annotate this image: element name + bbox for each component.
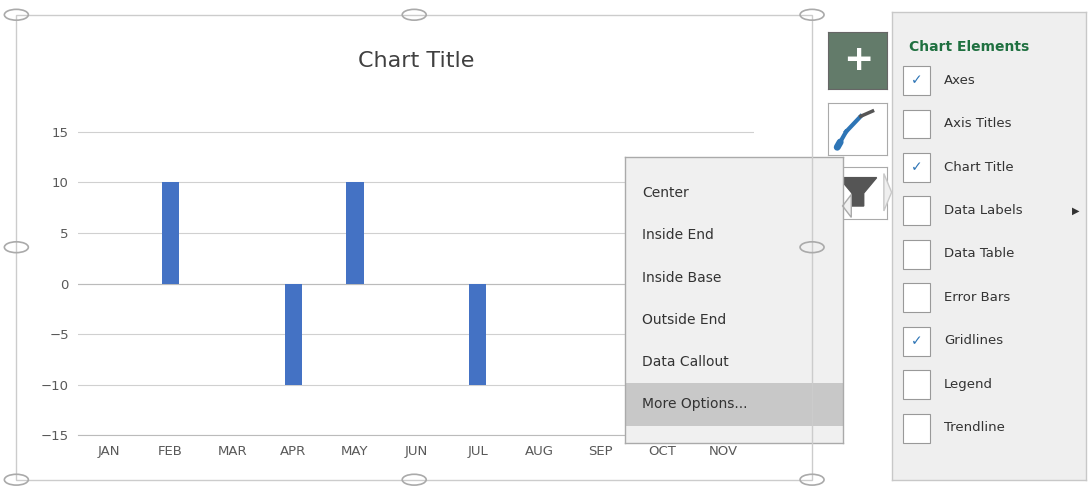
FancyBboxPatch shape [904,153,931,182]
Text: ✓: ✓ [911,334,922,348]
Bar [715,283,732,385]
Bar [625,383,843,426]
Text: Inside Base: Inside Base [642,271,722,284]
Text: ✓: ✓ [911,160,922,174]
Text: Chart Elements: Chart Elements [909,40,1029,54]
Text: Data Labels: Data Labels [944,204,1022,217]
Bar [469,283,486,385]
Text: Inside End: Inside End [642,228,714,243]
FancyBboxPatch shape [904,196,931,225]
Text: ✓: ✓ [911,73,922,87]
Bar [347,183,364,283]
Text: Gridlines: Gridlines [944,335,1003,347]
Text: +: + [843,43,873,77]
FancyBboxPatch shape [904,110,931,138]
Text: More Options...: More Options... [642,397,748,411]
Title: Chart Title: Chart Title [359,51,474,71]
Text: Trendline: Trendline [944,421,1005,434]
FancyBboxPatch shape [904,414,931,443]
Bar [654,183,670,283]
Polygon shape [843,194,851,217]
FancyBboxPatch shape [904,283,931,312]
Text: ▶: ▶ [1073,206,1080,215]
Text: Data Table: Data Table [944,247,1015,260]
Text: Error Bars: Error Bars [944,291,1010,304]
Polygon shape [884,174,892,211]
FancyBboxPatch shape [904,327,931,356]
Bar [284,283,302,385]
Text: Legend: Legend [944,378,993,391]
Text: Axes: Axes [944,74,976,87]
Text: Outside End: Outside End [642,313,726,327]
Bar [162,183,179,283]
FancyBboxPatch shape [904,370,931,400]
FancyBboxPatch shape [904,66,931,95]
Text: Chart Title: Chart Title [944,160,1014,174]
Text: Center: Center [642,186,689,200]
Polygon shape [839,178,876,206]
FancyBboxPatch shape [904,240,931,269]
Text: Data Callout: Data Callout [642,355,729,369]
Text: Axis Titles: Axis Titles [944,117,1012,130]
